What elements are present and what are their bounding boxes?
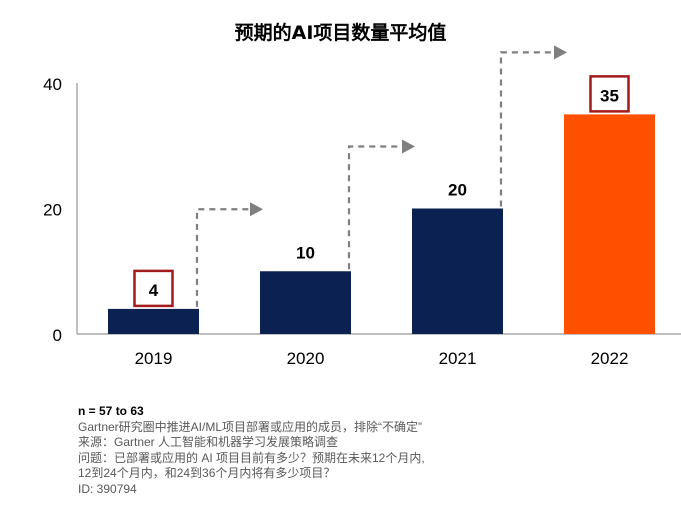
data-label-box xyxy=(133,269,174,308)
note-line: 12到24个月内，和24到36个月内将有多少项目？ xyxy=(78,466,336,480)
chart-notes: n = 57 to 63 Gartner研究圈中推进AI/ML项目部署或应用的成… xyxy=(78,404,668,497)
data-label: 4 xyxy=(149,281,159,300)
data-label: 35 xyxy=(600,86,619,105)
x-tick-label: 2020 xyxy=(287,349,325,368)
chart-labels: 2019 4 2020 10 2021 20 2022 35 xyxy=(133,75,630,368)
bar xyxy=(108,308,199,334)
growth-arrows xyxy=(195,45,567,307)
x-tick-label: 2021 xyxy=(439,349,477,368)
note-line: 问题：已部署或应用的 AI 项目目前有多少？预期在未来12个月内, xyxy=(78,450,425,465)
arrow-head xyxy=(402,139,415,154)
bar-chart: 0 20 40 2019 4 2020 10 2021 20 2022 35 xyxy=(43,45,681,368)
y-tick-label: 0 xyxy=(53,326,62,345)
arrow-head xyxy=(554,45,567,60)
chart-title: 预期的AI项目数量平均值 xyxy=(234,22,447,44)
note-id: ID: 390794 xyxy=(78,481,137,496)
chart-bars xyxy=(108,114,655,334)
growth-arrow xyxy=(499,51,556,207)
x-tick-label: 2022 xyxy=(591,349,629,368)
growth-arrow xyxy=(347,145,404,270)
bar xyxy=(564,114,655,334)
data-label-box xyxy=(589,75,630,113)
x-tick-label: 2019 xyxy=(135,349,173,368)
arrow-head xyxy=(250,202,263,217)
data-label: 10 xyxy=(296,243,315,262)
sample-size: n = 57 to 63 xyxy=(78,404,144,418)
y-tick-label: 20 xyxy=(43,201,62,220)
note-line: Gartner研究圈中推进AI/ML项目部署或应用的成员，排除“不确定” xyxy=(78,419,423,434)
data-label: 20 xyxy=(448,181,467,200)
note-line: 来源：Gartner 人工智能和机器学习发展策略调查 xyxy=(78,435,339,449)
bar xyxy=(412,208,503,334)
bar xyxy=(260,271,351,334)
y-tick-label: 40 xyxy=(43,75,62,94)
growth-arrow xyxy=(195,208,252,307)
